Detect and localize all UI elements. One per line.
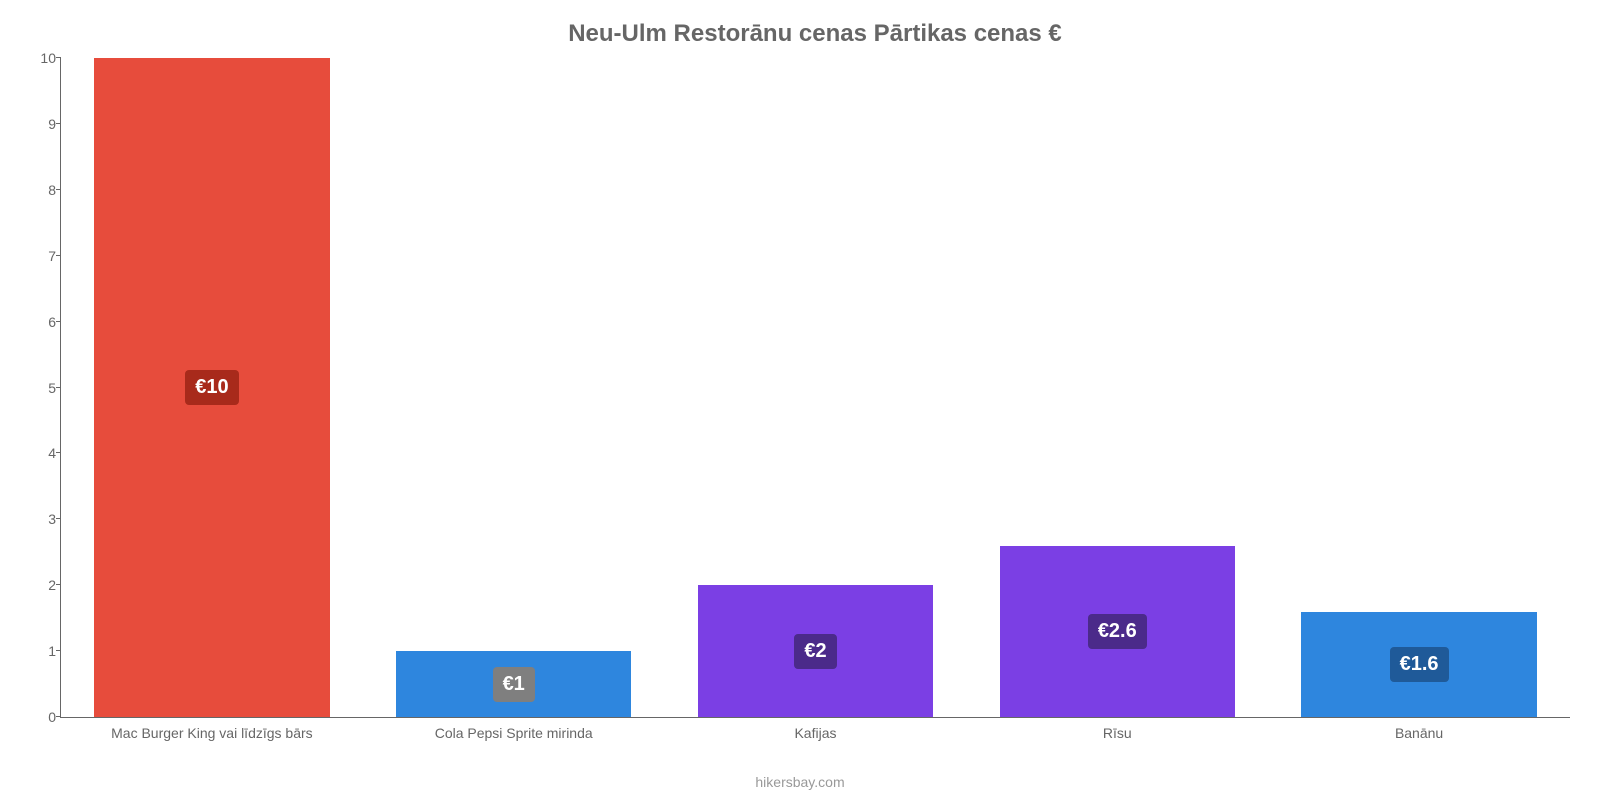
plot-area: €10Mac Burger King vai līdzīgs bārs€1Col… (60, 58, 1570, 718)
y-tick-label: 5 (26, 380, 56, 396)
bar-slot: €2.6Rīsu (966, 58, 1268, 717)
bar-slot: €10Mac Burger King vai līdzīgs bārs (61, 58, 363, 717)
y-tick-label: 8 (26, 182, 56, 198)
bar-value-label: €2.6 (1088, 614, 1147, 649)
y-tick-label: 0 (26, 709, 56, 725)
y-tick-mark (56, 584, 61, 585)
y-tick-label: 2 (26, 577, 56, 593)
bar: €1.6 (1301, 612, 1536, 717)
y-tick-label: 9 (26, 116, 56, 132)
bar-slot: €2Kafijas (665, 58, 967, 717)
x-axis-label: Cola Pepsi Sprite mirinda (363, 725, 665, 741)
y-tick-mark (56, 255, 61, 256)
x-axis-label: Kafijas (665, 725, 967, 741)
bar: €2 (698, 585, 933, 717)
y-tick-mark (56, 650, 61, 651)
y-tick-mark (56, 189, 61, 190)
y-tick-mark (56, 387, 61, 388)
y-tick-mark (56, 321, 61, 322)
credit-text: hikersbay.com (0, 774, 1600, 790)
bar: €2.6 (1000, 546, 1235, 717)
chart-container: Neu-Ulm Restorānu cenas Pārtikas cenas €… (0, 0, 1600, 800)
bar-value-label: €1 (493, 667, 535, 702)
y-tick-label: 6 (26, 314, 56, 330)
y-tick-mark (56, 716, 61, 717)
bar: €1 (396, 651, 631, 717)
x-axis-label: Banānu (1268, 725, 1570, 741)
bar-value-label: €10 (185, 370, 238, 405)
y-tick-mark (56, 123, 61, 124)
y-tick-label: 10 (26, 50, 56, 66)
y-tick-label: 1 (26, 643, 56, 659)
bar: €10 (94, 58, 329, 717)
bar-slot: €1Cola Pepsi Sprite mirinda (363, 58, 665, 717)
bars-wrapper: €10Mac Burger King vai līdzīgs bārs€1Col… (61, 58, 1570, 717)
bar-value-label: €2 (794, 634, 836, 669)
bar-value-label: €1.6 (1390, 647, 1449, 682)
y-tick-mark (56, 452, 61, 453)
bar-slot: €1.6Banānu (1268, 58, 1570, 717)
y-tick-mark (56, 518, 61, 519)
y-tick-label: 3 (26, 511, 56, 527)
y-tick-mark (56, 57, 61, 58)
x-axis-label: Mac Burger King vai līdzīgs bārs (61, 725, 363, 741)
x-axis-label: Rīsu (966, 725, 1268, 741)
chart-title: Neu-Ulm Restorānu cenas Pārtikas cenas € (60, 20, 1570, 48)
y-tick-label: 7 (26, 248, 56, 264)
y-tick-label: 4 (26, 445, 56, 461)
